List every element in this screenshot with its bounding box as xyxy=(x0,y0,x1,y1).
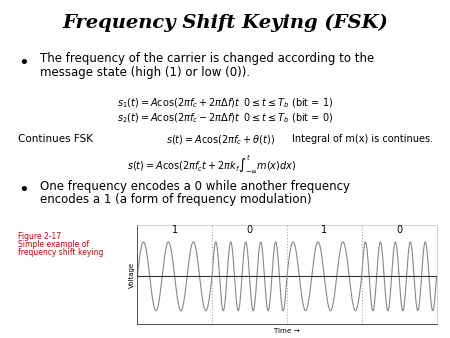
X-axis label: Time $\rightarrow$: Time $\rightarrow$ xyxy=(273,326,301,335)
Y-axis label: Voltage: Voltage xyxy=(128,262,135,288)
Text: Simple example of: Simple example of xyxy=(18,240,89,249)
Text: $s_1(t) = A\cos(2\pi f_c + 2\pi\Delta f)t \;\; 0 \leq t \leq T_b$ (bit = 1): $s_1(t) = A\cos(2\pi f_c + 2\pi\Delta f)… xyxy=(117,96,333,110)
Text: 1: 1 xyxy=(171,225,178,235)
Text: encodes a 1 (a form of frequency modulation): encodes a 1 (a form of frequency modulat… xyxy=(40,193,312,206)
Text: message state (high (1) or low (0)).: message state (high (1) or low (0)). xyxy=(40,66,251,79)
Text: $s_2(t) = A\cos(2\pi f_c - 2\pi\Delta f)t \;\; 0 \leq t \leq T_b$ (bit = 0): $s_2(t) = A\cos(2\pi f_c - 2\pi\Delta f)… xyxy=(117,112,333,125)
Text: $s(t) = A\cos(2\pi f_c + \theta(t))$: $s(t) = A\cos(2\pi f_c + \theta(t))$ xyxy=(166,134,276,147)
Text: Continues FSK: Continues FSK xyxy=(18,134,93,144)
Text: Frequency Shift Keying (FSK): Frequency Shift Keying (FSK) xyxy=(62,14,388,32)
Text: Figure 2-17: Figure 2-17 xyxy=(18,232,61,241)
Text: •: • xyxy=(18,54,29,72)
Text: •: • xyxy=(18,181,29,199)
Text: One frequency encodes a 0 while another frequency: One frequency encodes a 0 while another … xyxy=(40,180,351,193)
Text: The frequency of the carrier is changed according to the: The frequency of the carrier is changed … xyxy=(40,52,375,65)
Text: 0: 0 xyxy=(247,225,252,235)
Text: 1: 1 xyxy=(321,225,327,235)
Text: 0: 0 xyxy=(396,225,402,235)
Text: Integral of m(x) is continues.: Integral of m(x) is continues. xyxy=(292,134,434,144)
Text: frequency shift keying: frequency shift keying xyxy=(18,248,104,258)
Text: $s(t) = A\cos(2\pi f_c t + 2\pi k_f \int_{-\infty}^{t} m(x)dx)$: $s(t) = A\cos(2\pi f_c t + 2\pi k_f \int… xyxy=(127,154,296,175)
